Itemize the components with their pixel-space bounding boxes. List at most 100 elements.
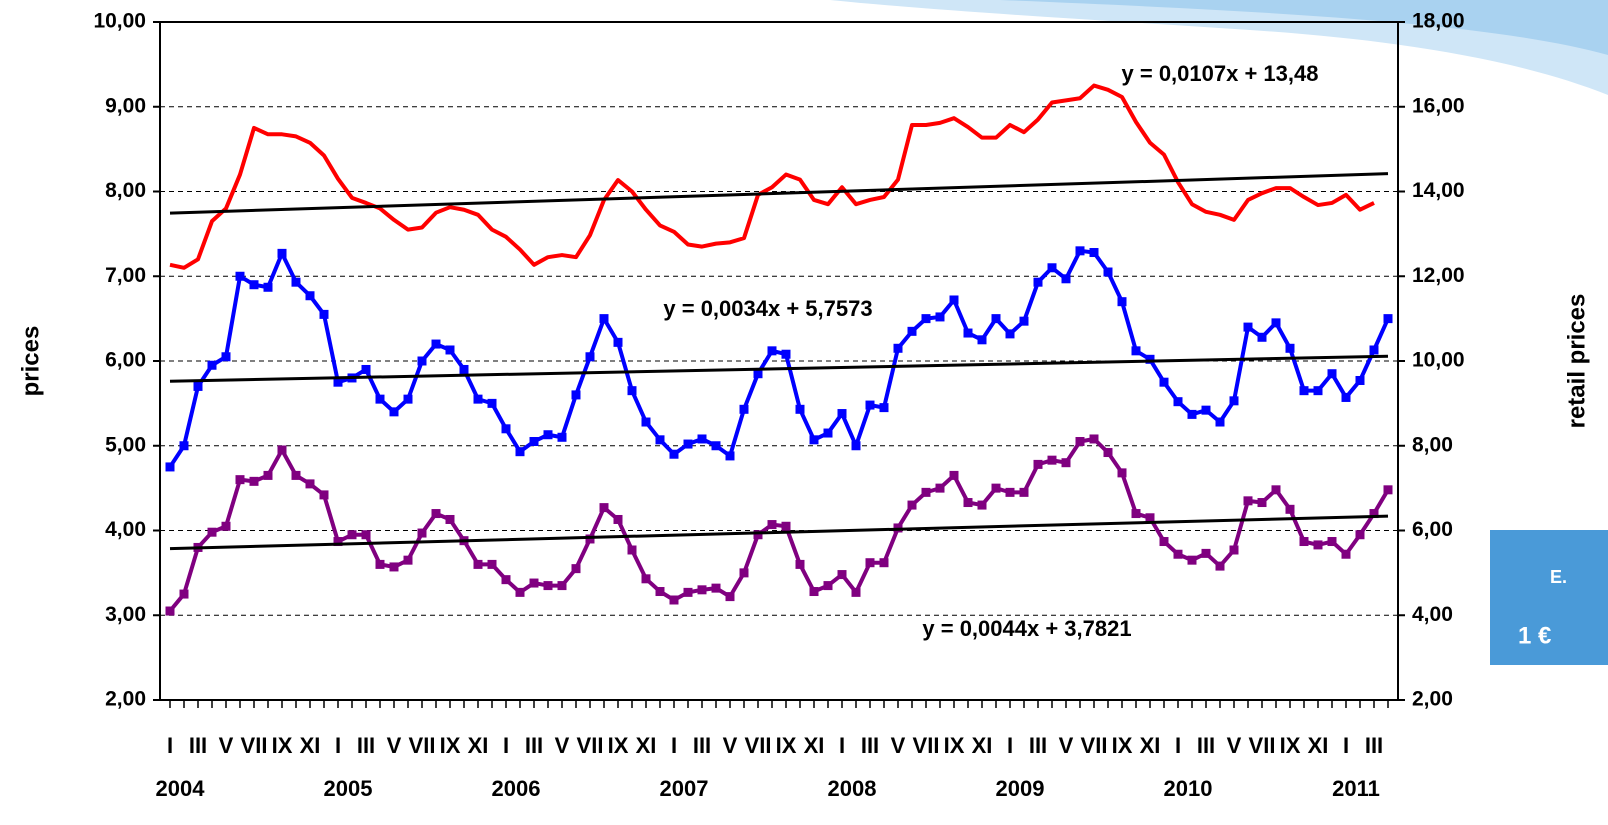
marker [1202,549,1211,558]
marker [516,588,525,597]
marker [1076,246,1085,255]
x-tick-label: IX [608,733,629,758]
marker [950,295,959,304]
x-tick-label: V [723,733,738,758]
marker [1048,263,1057,272]
marker [432,340,441,349]
x-tick-label: V [1059,733,1074,758]
chart: E. 1 € prices retail prices 2,003,004,00… [0,0,1608,825]
x-tick-label: I [839,733,845,758]
x-tick-label: III [693,733,711,758]
marker [362,530,371,539]
marker [712,441,721,450]
marker [1244,323,1253,332]
marker [292,471,301,480]
x-tick-label: III [1029,733,1047,758]
x-tick-label: IX [944,733,965,758]
marker [894,344,903,353]
marker [1314,386,1323,395]
side-note: E. [1550,567,1567,587]
marker [922,488,931,497]
marker [726,451,735,460]
marker [460,365,469,374]
marker [488,560,497,569]
marker [1342,550,1351,559]
trend-equation: y = 0,0107x + 13,48 [1122,61,1319,86]
marker [236,272,245,281]
x-tick-label: XI [300,733,321,758]
marker [1216,418,1225,427]
y-tick-label: 7,00 [105,264,146,287]
y2-tick-label: 2,00 [1412,688,1453,711]
marker [1356,530,1365,539]
marker [530,437,539,446]
marker [1090,434,1099,443]
marker [992,314,1001,323]
x-tick-label: IX [440,733,461,758]
marker [516,447,525,456]
marker [1328,537,1337,546]
x-tick-label: V [555,733,570,758]
marker [698,585,707,594]
marker [1328,369,1337,378]
marker [852,588,861,597]
marker [1342,393,1351,402]
marker [978,335,987,344]
marker [502,575,511,584]
marker [278,249,287,258]
marker [1006,488,1015,497]
marker [726,592,735,601]
marker [1314,540,1323,549]
marker [838,570,847,579]
marker [922,314,931,323]
trend-line [170,356,1388,381]
marker [1230,545,1239,554]
marker [418,529,427,538]
x-tick-label: XI [468,733,489,758]
marker [1048,456,1057,465]
marker [1062,458,1071,467]
x-tick-label: VII [745,733,772,758]
marker [740,568,749,577]
marker [390,407,399,416]
trend-equation: y = 0,0044x + 3,7821 [922,616,1131,641]
marker [474,395,483,404]
marker [1020,488,1029,497]
marker [222,352,231,361]
marker [838,409,847,418]
marker [1020,317,1029,326]
marker [404,556,413,565]
marker [768,520,777,529]
x-tick-label: I [1343,733,1349,758]
x-tick-label: V [1227,733,1242,758]
x-tick-label: XI [1140,733,1161,758]
marker [166,462,175,471]
marker [348,530,357,539]
marker [1202,406,1211,415]
series-line [170,86,1374,268]
x-tick-label: I [1175,733,1181,758]
marker [1160,537,1169,546]
marker [264,471,273,480]
marker [670,595,679,604]
x-tick-label: XI [972,733,993,758]
x-tick-label: I [671,733,677,758]
marker [446,515,455,524]
year-label: 2006 [492,776,541,801]
x-tick-label: IX [776,733,797,758]
marker [1230,396,1239,405]
x-tick-label: IX [272,733,293,758]
marker [978,501,987,510]
y2-tick-label: 16,00 [1412,94,1465,117]
marker [390,562,399,571]
year-label: 2009 [996,776,1045,801]
marker [1258,333,1267,342]
marker [1104,448,1113,457]
series-line [170,439,1388,611]
marker [824,429,833,438]
marker [866,401,875,410]
marker [1062,274,1071,283]
x-tick-label: VII [1249,733,1276,758]
marker [782,522,791,531]
x-tick-label: VII [409,733,436,758]
